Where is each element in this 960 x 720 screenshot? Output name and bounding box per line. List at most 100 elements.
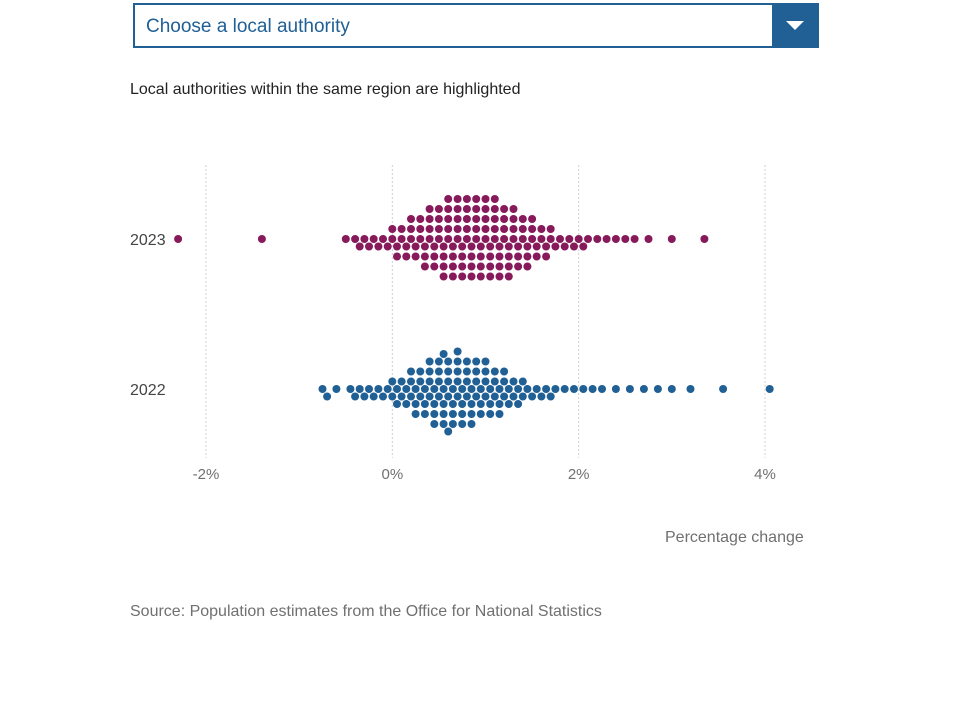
data-point-2022[interactable] [420, 410, 429, 418]
data-point-2022[interactable] [411, 400, 420, 408]
data-point-2023[interactable] [518, 225, 527, 233]
data-point-2022[interactable] [439, 420, 448, 428]
data-point-2022[interactable] [458, 410, 467, 418]
data-point-2022[interactable] [439, 350, 448, 358]
data-point-2023[interactable] [556, 235, 564, 243]
data-point-2023[interactable] [453, 205, 462, 213]
data-point-2022[interactable] [448, 400, 457, 408]
local-authority-dropdown[interactable]: Choose a local authority [133, 3, 819, 48]
data-point-2022[interactable] [458, 420, 467, 428]
data-point-2023[interactable] [546, 225, 555, 233]
data-point-2022[interactable] [509, 377, 518, 386]
data-point-2023[interactable] [621, 235, 630, 243]
data-point-2022[interactable] [411, 385, 420, 393]
data-point-2023[interactable] [439, 272, 448, 281]
data-point-2022[interactable] [425, 392, 434, 401]
data-point-2023[interactable] [570, 242, 578, 251]
data-point-2023[interactable] [402, 242, 411, 251]
data-point-2023[interactable] [542, 252, 551, 261]
data-point-2022[interactable] [518, 377, 527, 386]
data-point-2022[interactable] [476, 385, 485, 393]
data-point-2022[interactable] [365, 385, 373, 393]
data-point-2023[interactable] [476, 242, 485, 251]
data-point-2023[interactable] [448, 252, 457, 261]
data-point-2023[interactable] [518, 235, 527, 243]
data-point-2022[interactable] [383, 385, 392, 393]
data-point-2022[interactable] [514, 385, 523, 393]
data-point-2022[interactable] [402, 385, 411, 393]
data-point-2023[interactable] [453, 195, 462, 203]
data-point-2023[interactable] [528, 215, 537, 223]
data-point-2023[interactable] [476, 262, 485, 271]
data-point-2022[interactable] [407, 392, 415, 401]
data-point-2023[interactable] [420, 252, 429, 261]
data-point-2023[interactable] [537, 235, 546, 243]
data-point-2023[interactable] [495, 242, 504, 251]
data-point-2023[interactable] [434, 235, 443, 243]
data-point-2022[interactable] [416, 377, 425, 386]
data-point-2023[interactable] [490, 195, 499, 203]
data-point-2022[interactable] [453, 367, 462, 376]
data-point-2022[interactable] [481, 377, 490, 386]
dropdown-toggle-button[interactable] [772, 3, 819, 48]
data-point-2023[interactable] [448, 272, 457, 281]
data-point-2023[interactable] [593, 235, 602, 243]
data-point-2022[interactable] [472, 367, 481, 376]
data-point-2023[interactable] [458, 272, 467, 281]
data-point-2022[interactable] [420, 385, 429, 393]
data-point-2023[interactable] [351, 235, 360, 243]
data-point-2023[interactable] [462, 195, 471, 203]
data-point-2022[interactable] [598, 385, 606, 393]
data-point-2022[interactable] [430, 385, 439, 393]
data-point-2023[interactable] [407, 225, 415, 233]
data-point-2022[interactable] [476, 410, 485, 418]
data-point-2023[interactable] [416, 225, 425, 233]
data-point-2023[interactable] [458, 242, 467, 251]
data-point-2022[interactable] [462, 367, 471, 376]
data-point-2023[interactable] [518, 215, 527, 223]
data-point-2022[interactable] [495, 400, 504, 408]
data-point-2023[interactable] [472, 195, 481, 203]
data-point-2023[interactable] [420, 242, 429, 251]
data-point-2022[interactable] [467, 410, 476, 418]
data-point-2023[interactable] [500, 225, 509, 233]
data-point-2023[interactable] [397, 225, 406, 233]
data-point-2022[interactable] [430, 400, 439, 408]
data-point-2022[interactable] [467, 420, 476, 428]
data-point-2023[interactable] [504, 262, 513, 271]
data-point-2022[interactable] [537, 392, 546, 401]
data-point-2023[interactable] [458, 262, 467, 271]
data-point-2023[interactable] [630, 235, 639, 243]
data-point-2023[interactable] [472, 225, 481, 233]
data-point-2022[interactable] [453, 392, 462, 401]
data-point-2022[interactable] [346, 385, 355, 393]
data-point-2023[interactable] [486, 262, 495, 271]
data-point-2022[interactable] [453, 347, 462, 356]
data-point-2022[interactable] [407, 377, 415, 386]
data-point-2022[interactable] [425, 367, 434, 376]
data-point-2023[interactable] [528, 235, 537, 243]
data-point-2022[interactable] [430, 410, 439, 418]
data-point-2022[interactable] [318, 385, 327, 393]
data-point-2023[interactable] [476, 272, 485, 281]
data-point-2022[interactable] [486, 410, 495, 418]
data-point-2023[interactable] [439, 242, 448, 251]
data-point-2023[interactable] [495, 252, 504, 261]
data-point-2023[interactable] [174, 235, 183, 243]
data-point-2023[interactable] [532, 242, 541, 251]
data-point-2023[interactable] [500, 205, 509, 213]
data-point-2022[interactable] [532, 385, 541, 393]
data-point-2023[interactable] [667, 235, 676, 243]
data-point-2023[interactable] [509, 235, 518, 243]
data-point-2022[interactable] [611, 385, 620, 393]
data-point-2023[interactable] [514, 252, 523, 261]
data-point-2023[interactable] [528, 225, 537, 233]
data-point-2022[interactable] [481, 357, 490, 366]
data-point-2023[interactable] [462, 225, 471, 233]
data-point-2022[interactable] [388, 377, 397, 386]
data-point-2022[interactable] [439, 410, 448, 418]
data-point-2023[interactable] [472, 235, 481, 243]
data-point-2022[interactable] [393, 400, 401, 408]
data-point-2022[interactable] [486, 385, 495, 393]
data-point-2022[interactable] [490, 367, 499, 376]
